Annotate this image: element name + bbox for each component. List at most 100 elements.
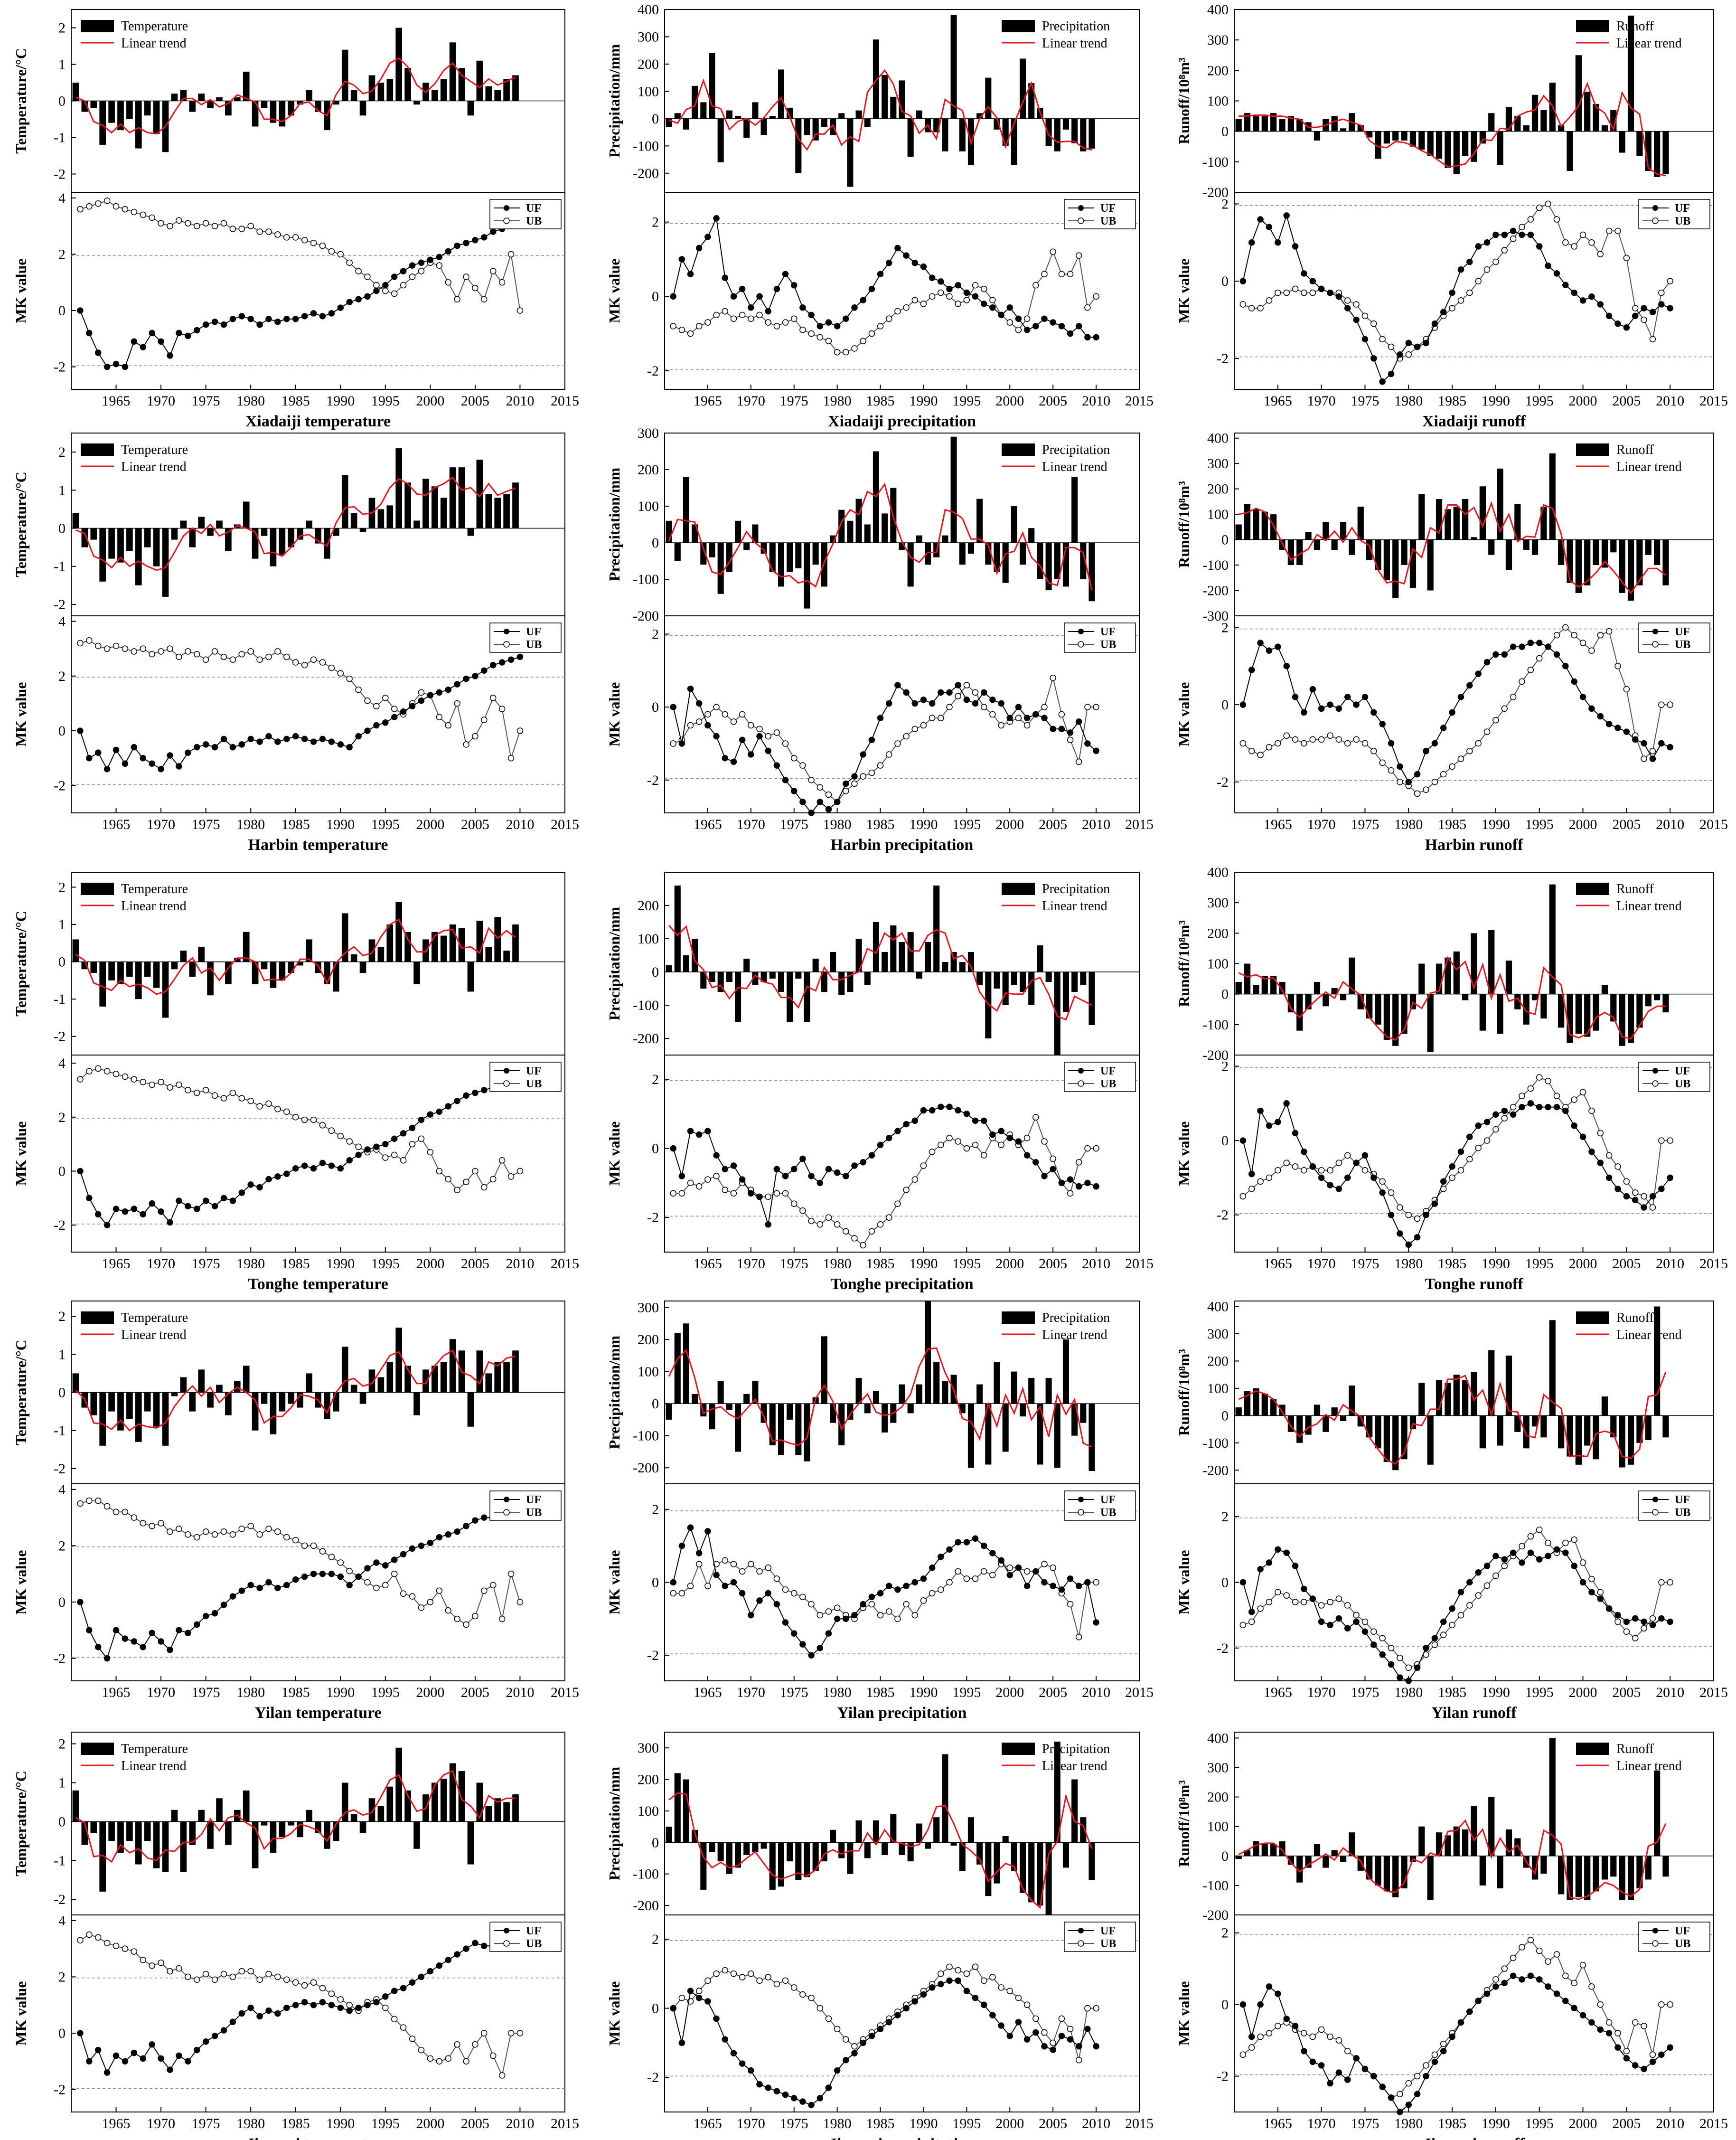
bar [683,118,689,130]
x-tick-label: 1970 [737,2116,765,2131]
bar [1427,131,1434,156]
x-tick-label: 1980 [236,817,265,832]
x-tick-label: 1975 [1351,1685,1379,1700]
bar [1270,113,1277,132]
ub-point [1614,1163,1621,1170]
chart-title: Yilan temperature [254,1704,381,1722]
bar [976,1842,983,1865]
uf-point [1483,239,1491,246]
ub-point [1614,1618,1621,1625]
uf-point [1370,2073,1377,2080]
ub-point [980,1152,987,1159]
uf-point [920,1107,927,1114]
bar [359,528,366,532]
y-tick-label: 300 [1207,1326,1229,1342]
uf-point [687,685,694,692]
bar [812,959,819,972]
uf-point [722,2036,729,2043]
bar [959,1404,966,1414]
uf-point [782,1173,789,1179]
uf-point [113,2052,120,2059]
uf-point [1335,2069,1342,2076]
uf-point [972,1117,979,1124]
uf-point [355,2004,362,2011]
ub-point [337,1559,344,1566]
ub-point [1050,1565,1056,1571]
y-axis-label: MK value [1175,1550,1192,1615]
bar [108,1392,115,1412]
uf-point [211,2033,218,2039]
uf-point [122,1635,129,1642]
bar [916,972,922,979]
x-tick-label: 2010 [1082,393,1110,409]
ub-point [670,1590,676,1597]
y-axis-label: MK value [12,259,29,323]
bar [1505,539,1512,570]
bar [1366,994,1373,1018]
bar [1261,976,1268,994]
y-tick-label: 2 [58,879,66,895]
uf-point [1649,1193,1656,1200]
y-tick-label: -200 [1202,1047,1229,1063]
legend-bar-swatch [1576,443,1609,456]
uf-point [1492,651,1499,658]
bar [126,1392,133,1419]
uf-point [1093,2043,1099,2050]
y-tick-label: 2 [652,626,659,642]
bar [270,962,277,988]
ub-point [1510,235,1517,242]
x-tick-label: 1995 [952,2116,981,2131]
uf-point [894,1586,901,1593]
uf-point [851,773,858,780]
uf-point [1361,1628,1369,1635]
bar [1089,1842,1095,1880]
bar [512,924,519,962]
ub-point [283,1976,290,1983]
legend-uf-label: UF [526,1494,541,1506]
x-tick-label: 1970 [737,1685,765,1700]
bar [666,965,672,972]
uf-point [1431,1200,1438,1207]
ub-point [670,740,676,747]
mk-legend-box [489,1922,562,1952]
bar [950,1842,957,1846]
ub-point [773,323,780,330]
legend-ub-label: UB [526,1078,542,1090]
bar [1253,509,1259,540]
uf-point [730,1162,737,1169]
uf-point [1023,326,1031,333]
ub-point [516,1599,524,1605]
uf-point [1361,2065,1369,2073]
x-tick-label: 1970 [737,817,765,832]
ub-point [704,711,711,718]
ub-point [94,1497,102,1504]
uf-point [955,1539,961,1546]
bar [674,886,681,972]
ub-point [713,1970,720,1977]
x-tick-label: 2000 [416,393,444,409]
bar [279,962,286,980]
ub-point [860,773,866,780]
ub-point [122,206,129,213]
uf-point [790,282,798,289]
ub-point [122,645,129,652]
ub-point [1327,1599,1333,1605]
bar [735,520,741,543]
ub-point [972,689,979,696]
uf-point [998,2022,1004,2029]
ub-point [310,656,317,663]
bar [942,535,948,543]
legend-uf-label: UF [1100,626,1116,638]
y-tick-label: 2 [1221,1925,1229,1941]
legend-trend-label: Linear trend [1616,1759,1682,1773]
uf-point [1292,1563,1299,1569]
ub-point [391,706,398,712]
legend-bar-swatch [1002,443,1035,456]
x-tick-label: 2010 [1082,817,1110,832]
legend-ub-label: UB [1100,215,1116,227]
bar [171,1392,178,1396]
y-tick-label: 1 [58,917,66,933]
